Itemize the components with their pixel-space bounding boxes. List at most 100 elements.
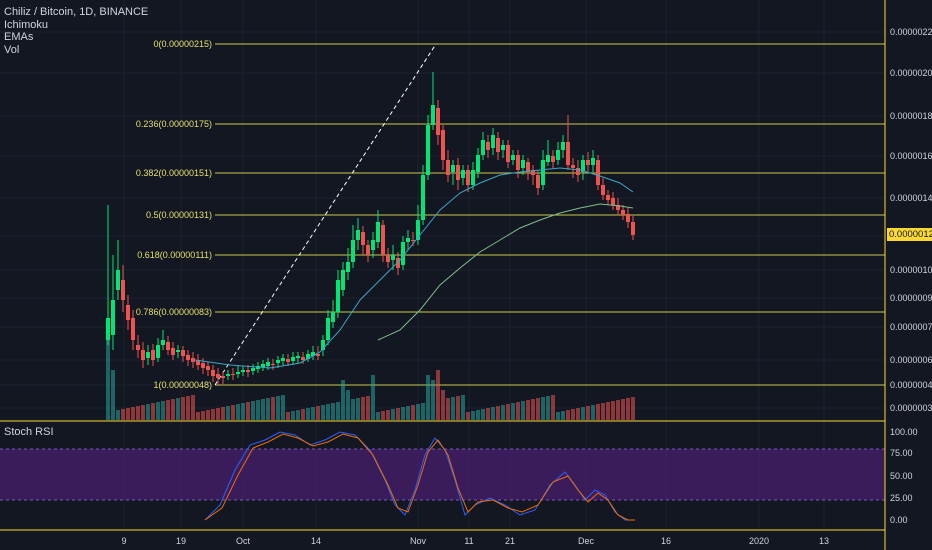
candle-body [496,138,500,152]
candle-body [291,357,295,361]
stoch-tick-label: 100.00 [890,427,918,437]
volume-bar [426,375,430,420]
candle-body [406,238,410,242]
volume-bar [541,397,545,420]
candle-body [371,240,375,250]
time-tick-label: 21 [505,536,515,546]
candle-body [461,170,465,178]
candle-body [571,165,575,168]
volume-bar [506,404,510,420]
fib-level-label: 0.5(0.00000131) [146,210,212,220]
volume-bar [186,396,190,420]
indicator-emas[interactable]: EMAs [4,31,34,43]
candle-body [446,160,450,175]
volume-bar [366,396,370,420]
candle-body [421,175,425,220]
candle-body [121,280,125,300]
candle-body [526,162,530,172]
volume-bar [266,398,270,420]
time-tick-label: 19 [176,536,186,546]
candle-body [211,370,215,376]
volume-bar [296,410,300,420]
time-tick-label: 13 [819,536,829,546]
volume-bar [586,406,590,420]
stoch-tick-label: 0.00 [890,515,908,525]
indicator-vol[interactable]: Vol [4,43,20,56]
volume-bar [516,402,520,420]
candle-body [321,340,325,350]
candle-body [106,318,110,340]
candle-body [551,156,555,162]
candle-body [476,155,480,172]
candle-body [191,358,195,362]
candle-body [626,214,630,222]
candle-body [486,142,490,150]
indicator-ichimoku[interactable]: Ichimoku [4,18,49,31]
price-tick-label: 0.00000075 [890,322,932,332]
candle-body [276,360,280,363]
candle-body [431,105,435,125]
candle-body [556,150,560,160]
candle-body [591,158,595,165]
volume-bar [346,390,350,420]
volume-bar [521,401,525,420]
stoch-rsi-label[interactable]: Stoch RSI [4,426,54,438]
fib-level-label: 1(0.00000048) [153,380,212,390]
candle-body [506,145,510,162]
candle-body [616,205,620,210]
fibonacci-retracement[interactable]: 0(0.00000215) 0.236(0.00000175) 0.382(0.00… [136,39,885,390]
volume-bar [611,401,615,420]
candle-body [261,364,265,367]
candle-body [586,160,590,165]
candle-body [271,364,275,365]
candle-body [606,195,610,200]
candle-body [566,142,570,165]
stoch-rsi-pane[interactable] [0,431,885,521]
volume-bar [176,398,180,420]
volume-bar [486,408,490,420]
candle-body [611,198,615,205]
volume-bar [581,407,585,420]
fib-level-label: 0(0.00000215) [153,39,212,49]
candle-body [286,359,290,362]
candle-body [516,155,520,170]
volume-bar [316,406,320,420]
candle-body [201,363,205,368]
volume-bar [531,399,535,420]
volume-bar [421,403,425,420]
candle-body [471,170,475,185]
volume-bar [381,411,385,420]
candle-body [326,318,330,340]
stoch-tick-label: 75.00 [890,448,913,458]
candle-body [581,160,585,172]
time-tick-label: 14 [311,536,321,546]
volume-bar [376,412,380,420]
volume-bar [511,403,515,420]
volume-bar [571,409,575,420]
symbol-title[interactable]: Chiliz / Bitcoin, 1D, BINANCE [4,6,149,18]
candle-body [166,342,170,350]
volume-bar [606,402,610,420]
volume-bar [436,370,440,420]
volume-bar [151,403,155,420]
volume-bar [551,395,555,420]
candle-body [296,356,300,358]
volume-bar [501,405,505,420]
volume-bar [351,399,355,420]
volume-bar [481,409,485,420]
volume-bar [391,409,395,420]
candle-body [511,155,515,160]
volume-bar [526,400,530,420]
volume-bar [286,412,290,420]
volume-bar [146,404,150,420]
volume-bar [411,405,415,420]
candle-body [531,170,535,175]
candle-body [631,222,635,235]
candle-body [396,258,400,268]
volume-bar [306,408,310,420]
time-tick-label: 11 [464,536,473,546]
volume-bar [201,411,205,420]
